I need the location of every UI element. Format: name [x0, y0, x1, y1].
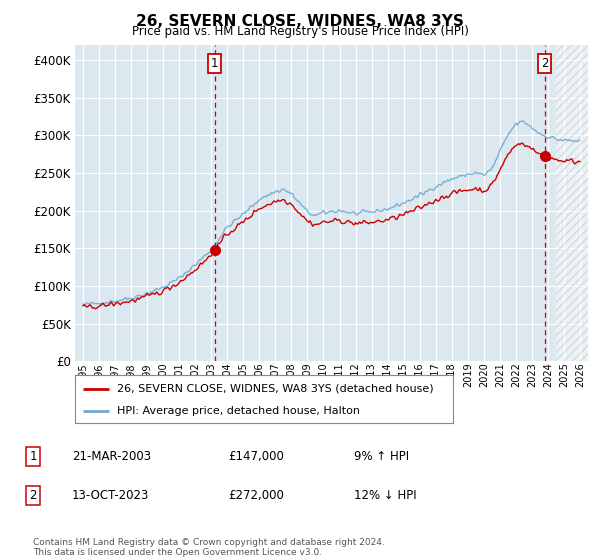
- Text: Price paid vs. HM Land Registry's House Price Index (HPI): Price paid vs. HM Land Registry's House …: [131, 25, 469, 38]
- Text: 13-OCT-2023: 13-OCT-2023: [72, 489, 149, 502]
- Text: HPI: Average price, detached house, Halton: HPI: Average price, detached house, Halt…: [116, 406, 359, 416]
- Text: 26, SEVERN CLOSE, WIDNES, WA8 3YS: 26, SEVERN CLOSE, WIDNES, WA8 3YS: [136, 14, 464, 29]
- Text: 2: 2: [541, 57, 548, 70]
- Text: 9% ↑ HPI: 9% ↑ HPI: [354, 450, 409, 463]
- Text: 2: 2: [29, 489, 37, 502]
- Text: 21-MAR-2003: 21-MAR-2003: [72, 450, 151, 463]
- Text: Contains HM Land Registry data © Crown copyright and database right 2024.
This d: Contains HM Land Registry data © Crown c…: [33, 538, 385, 557]
- Text: 1: 1: [29, 450, 37, 463]
- Text: 26, SEVERN CLOSE, WIDNES, WA8 3YS (detached house): 26, SEVERN CLOSE, WIDNES, WA8 3YS (detac…: [116, 384, 433, 394]
- Bar: [556, 45, 588, 361]
- Text: £147,000: £147,000: [228, 450, 284, 463]
- Text: 1: 1: [211, 57, 218, 70]
- Text: 12% ↓ HPI: 12% ↓ HPI: [354, 489, 416, 502]
- Text: £272,000: £272,000: [228, 489, 284, 502]
